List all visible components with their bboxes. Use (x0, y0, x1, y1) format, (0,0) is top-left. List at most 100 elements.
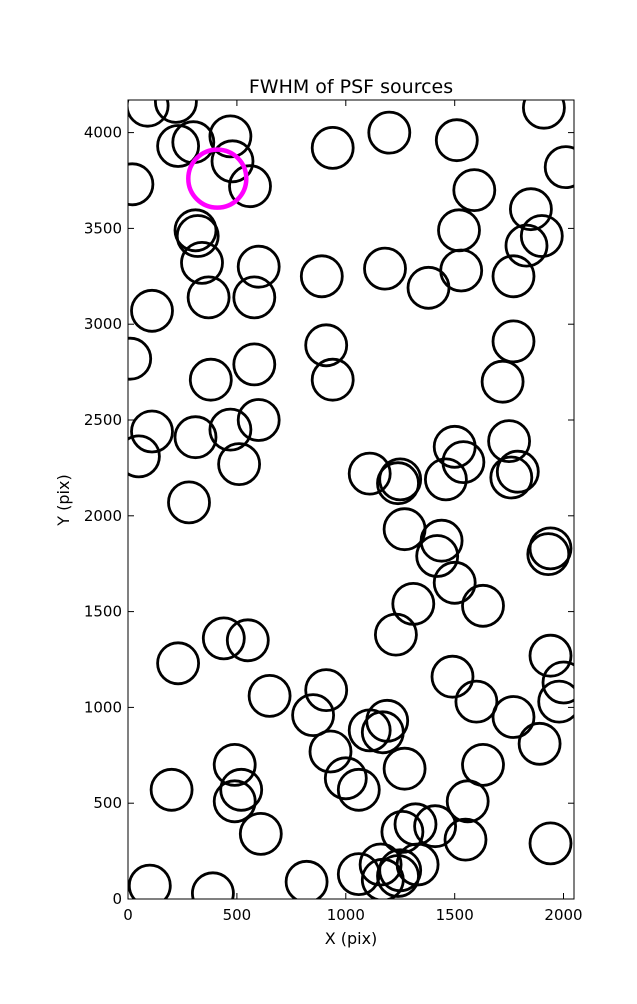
source-marker (201, 616, 246, 661)
source-marker (247, 674, 292, 718)
source-marker (376, 461, 420, 506)
highlighted-source-marker (186, 147, 249, 210)
source-marker (186, 275, 231, 320)
source-marker (395, 842, 440, 887)
source-marker (156, 641, 201, 686)
data-markers (128, 100, 574, 899)
source-marker (461, 583, 505, 628)
y-tick-label: 3500 (84, 219, 122, 237)
source-marker (378, 457, 423, 502)
source-marker (154, 100, 198, 124)
axis-tick-labels: 0 500 1000 1500 2000 0 500 1000 1500 2000 2500 3000… (84, 124, 583, 924)
source-marker (495, 449, 540, 494)
y-axis-label: Y (pix) (54, 474, 73, 526)
source-marker (232, 342, 277, 387)
source-marker (167, 480, 211, 525)
source-marker (210, 139, 255, 184)
source-marker (347, 451, 392, 496)
source-marker (128, 336, 153, 381)
highlight-layer (186, 147, 249, 210)
source-marker (452, 168, 497, 213)
plot-area-frame (127, 99, 575, 900)
source-marker (310, 357, 355, 402)
source-marker (228, 164, 272, 209)
source-marker (480, 359, 525, 404)
source-marker (130, 409, 174, 454)
x-tick-label: 500 (223, 906, 252, 924)
source-marker (504, 223, 549, 268)
source-marker (489, 455, 534, 500)
source-marker (528, 633, 573, 678)
source-marker (365, 698, 410, 743)
source-marker (212, 779, 257, 824)
y-tick-label: 0 (112, 890, 122, 908)
source-marker (441, 440, 486, 485)
source-marker (219, 767, 264, 812)
source-marker (413, 804, 458, 849)
source-marker (212, 743, 257, 787)
source-marker (149, 767, 194, 812)
x-axis-label: X (pix) (325, 929, 378, 948)
source-marker (526, 532, 571, 576)
x-tick-label: 1500 (436, 906, 474, 924)
source-marker (208, 114, 253, 159)
source-marker (373, 612, 418, 657)
source-marker (173, 415, 218, 460)
x-tick-label: 2000 (544, 906, 582, 924)
source-marker (491, 254, 536, 299)
source-marker (528, 821, 573, 866)
source-marker (323, 756, 368, 801)
source-marker (175, 214, 220, 258)
source-marker (310, 125, 355, 170)
source-marker (517, 721, 562, 766)
source-marker (304, 668, 349, 712)
source-marker (304, 323, 349, 368)
source-marker (491, 695, 536, 739)
source-marker (443, 817, 488, 862)
source-marker (336, 767, 381, 812)
source-marker (191, 871, 235, 899)
source-marker (487, 419, 532, 464)
y-tick-label: 1000 (84, 698, 122, 716)
source-marker (454, 679, 499, 724)
source-marker (284, 859, 329, 899)
source-marker (378, 848, 423, 893)
source-marker (406, 265, 451, 310)
y-tick-label: 3000 (84, 315, 122, 333)
source-marker (541, 660, 574, 705)
source-marker (217, 442, 262, 487)
source-marker (432, 560, 477, 605)
x-tick-label: 1000 (327, 906, 365, 924)
source-marker (156, 124, 201, 168)
source-marker (299, 254, 344, 299)
y-tick-label: 500 (93, 794, 122, 812)
source-marker (291, 693, 336, 737)
source-marker (128, 434, 161, 479)
source-marker (128, 863, 172, 899)
source-marker (423, 457, 468, 502)
x-tick-label: 0 (123, 906, 133, 924)
source-marker (308, 729, 353, 774)
source-marker (128, 162, 155, 207)
source-marker (236, 244, 281, 289)
source-marker (188, 357, 233, 402)
y-tick-label: 2500 (84, 411, 122, 429)
source-marker (238, 812, 283, 856)
source-marker (491, 319, 536, 364)
source-marker (236, 398, 281, 442)
source-marker (519, 214, 564, 258)
y-tick-label: 2000 (84, 507, 122, 525)
source-marker (363, 246, 407, 291)
source-marker (232, 275, 277, 320)
chart-title: FWHM of PSF sources (249, 76, 453, 98)
y-tick-label: 4000 (84, 124, 122, 142)
source-marker (543, 145, 574, 189)
source-marker (430, 654, 475, 699)
source-marker (419, 518, 464, 563)
source-marker (434, 118, 479, 163)
source-marker (367, 110, 412, 155)
source-marker (208, 407, 253, 452)
source-marker (130, 288, 174, 333)
source-marker (415, 534, 460, 578)
